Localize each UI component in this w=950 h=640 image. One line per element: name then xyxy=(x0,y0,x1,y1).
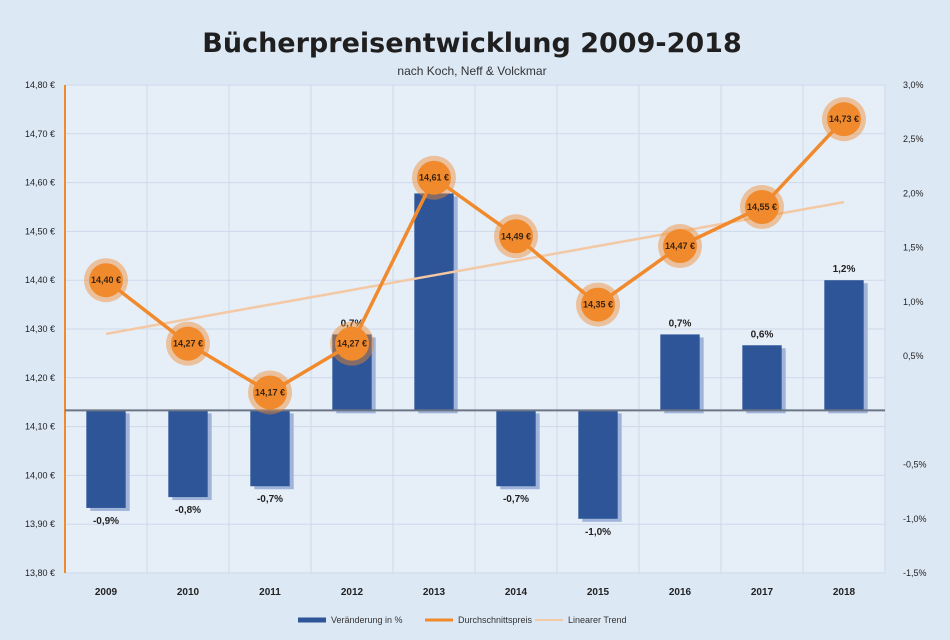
price-line xyxy=(104,117,846,395)
left-axis-tick-label: 14,20 € xyxy=(25,373,55,383)
plot-area: 14,80 € 14,70 € 14,60 € 14,50 € 14,40 € 14,30… xyxy=(25,80,927,598)
left-axis-tick-label: 14,60 € xyxy=(25,178,55,188)
category-label: 2017 xyxy=(751,587,774,598)
price-marker xyxy=(745,190,779,224)
bar xyxy=(86,410,126,508)
left-axis-tick-label: 14,40 € xyxy=(25,275,55,285)
left-axis-tick-label: 13,90 € xyxy=(25,519,55,529)
price-value-label: 14,49 € xyxy=(501,231,531,241)
bar-value-label: -1,0% xyxy=(585,527,611,538)
right-axis-tick-label: 2,5% xyxy=(903,134,924,144)
right-axis-tick-label: -0,5% xyxy=(903,460,927,470)
price-value-label: 14,27 € xyxy=(337,339,367,349)
category-label: 2016 xyxy=(669,587,692,598)
left-axis-tick-label: 14,30 € xyxy=(25,324,55,334)
category-label: 2014 xyxy=(505,587,528,598)
bar-value-label: 0,7% xyxy=(669,318,692,329)
right-axis-tick-label: -1,5% xyxy=(903,568,927,578)
chart-title: Bücherpreisentwicklung 2009-2018 xyxy=(202,28,741,59)
left-axis-tick-label: 14,10 € xyxy=(25,422,55,432)
left-axis-tick-label: 14,00 € xyxy=(25,470,55,480)
bar-value-label: 0,7% xyxy=(341,318,364,329)
left-axis-tick-label: 14,80 € xyxy=(25,80,55,90)
bar xyxy=(414,193,454,411)
trend-line xyxy=(105,200,845,336)
legend-entry-label: Durchschnittspreis xyxy=(458,615,533,625)
price-value-label: 14,27 € xyxy=(173,339,203,349)
price-marker xyxy=(663,229,697,264)
left-axis-tick-label: 14,70 € xyxy=(25,129,55,139)
price-value-label: 14,73 € xyxy=(829,114,859,124)
bar-value-label: 0,6% xyxy=(751,329,774,340)
price-marker xyxy=(253,375,287,410)
chart-subtitle: nach Koch, Neff & Volckmar xyxy=(397,64,546,78)
bar xyxy=(496,410,536,487)
price-marker xyxy=(89,263,123,298)
bar xyxy=(824,280,864,411)
price-marker xyxy=(581,287,615,322)
legend-entry-label: Veränderung in % xyxy=(331,615,403,625)
category-label: 2011 xyxy=(259,587,281,598)
bar xyxy=(660,334,700,411)
bar xyxy=(168,410,208,498)
bar-value-label: -0,8% xyxy=(175,505,201,516)
legend-swatch xyxy=(535,619,563,621)
category-label: 2009 xyxy=(95,587,118,598)
price-value-label: 14,40 € xyxy=(91,275,121,285)
right-axis-tick-label: -1,0% xyxy=(903,514,927,524)
price-value-label: 14,17 € xyxy=(255,387,285,397)
right-axis-tick-label: 2,0% xyxy=(903,188,924,198)
legend-entry-label: Linearer Trend xyxy=(568,615,627,625)
left-axis-tick-label: 13,80 € xyxy=(25,568,55,578)
price-marker xyxy=(171,326,205,361)
legend-swatch xyxy=(298,617,326,623)
bar xyxy=(578,410,618,519)
price-value-label: 14,61 € xyxy=(419,173,449,183)
bar-value-label: -0,7% xyxy=(257,494,283,505)
bar-value-label: -0,9% xyxy=(93,516,119,527)
legend: Veränderung in % Durchschnittspreis Linear… xyxy=(298,615,627,625)
category-label: 2015 xyxy=(587,587,610,598)
bar xyxy=(742,345,782,411)
bar-value-label: 1,2% xyxy=(833,264,856,275)
category-label: 2010 xyxy=(177,587,200,598)
price-value-label: 14,47 € xyxy=(665,241,695,251)
right-axis-tick-label: 0,5% xyxy=(903,351,924,361)
category-label: 2013 xyxy=(423,587,446,598)
right-axis-tick-label: 1,0% xyxy=(903,297,924,307)
right-axis-tick-label: 1,5% xyxy=(903,243,924,253)
price-marker xyxy=(827,102,861,137)
price-marker xyxy=(335,326,369,361)
legend-swatch xyxy=(425,618,453,622)
right-axis-tick-label: 3,0% xyxy=(903,80,924,90)
bar xyxy=(250,410,290,487)
category-label: 2012 xyxy=(341,587,364,598)
price-value-label: 14,55 € xyxy=(747,202,777,212)
category-label: 2018 xyxy=(833,587,856,598)
left-axis-tick-label: 14,50 € xyxy=(25,226,55,236)
price-marker xyxy=(417,160,451,195)
bar-value-label: -0,7% xyxy=(503,494,529,505)
price-value-label: 14,35 € xyxy=(583,300,613,310)
price-marker xyxy=(499,219,533,254)
